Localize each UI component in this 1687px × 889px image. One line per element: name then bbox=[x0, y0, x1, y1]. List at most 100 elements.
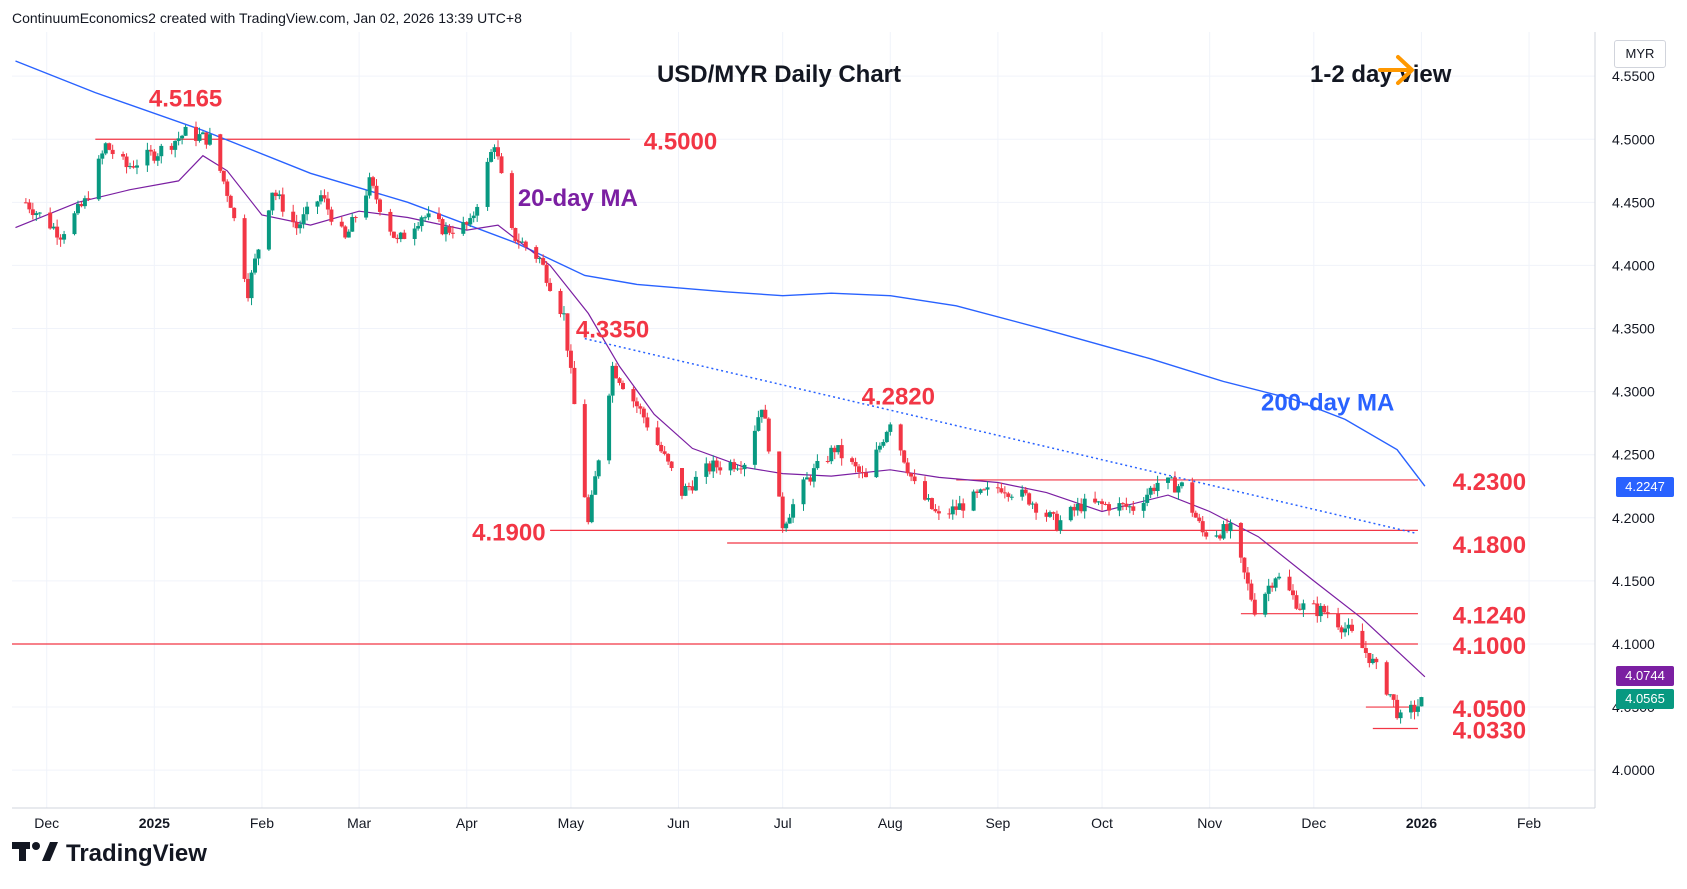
x-tick-label: 2026 bbox=[1406, 815, 1437, 831]
candle-body bbox=[107, 143, 112, 150]
candle-body bbox=[440, 219, 445, 235]
candle-body bbox=[176, 138, 181, 141]
candle-body bbox=[933, 509, 938, 512]
tradingview-logo[interactable]: TradingView bbox=[12, 838, 207, 869]
candle-body bbox=[707, 463, 712, 472]
candle-body bbox=[1079, 503, 1084, 512]
candle-body bbox=[1287, 576, 1292, 591]
candle-body bbox=[1263, 593, 1268, 615]
y-tick-label: 4.2500 bbox=[1612, 447, 1655, 463]
candle-body bbox=[1027, 493, 1032, 505]
chart-attribution: ContinuumEconomics2 created with Trading… bbox=[12, 10, 522, 26]
candle-body bbox=[1277, 576, 1282, 579]
candle-body bbox=[249, 272, 254, 299]
candle-body bbox=[82, 198, 87, 207]
candle-body bbox=[1197, 517, 1202, 522]
candle-body bbox=[1127, 506, 1132, 508]
candle-body bbox=[294, 222, 299, 229]
candle-body bbox=[975, 491, 980, 493]
candle-body bbox=[874, 449, 879, 478]
candle-body bbox=[572, 367, 577, 405]
candle-body bbox=[364, 195, 369, 218]
candle-body bbox=[1395, 699, 1400, 719]
symbol-box[interactable]: MYR bbox=[1614, 40, 1666, 68]
view-label: 1-2 day view bbox=[1310, 61, 1452, 88]
candle-body bbox=[1346, 624, 1351, 629]
candle-body bbox=[218, 134, 223, 171]
candle-body bbox=[426, 213, 431, 218]
candle-body bbox=[412, 228, 417, 239]
candle-body bbox=[346, 231, 351, 238]
y-tick-label: 4.3500 bbox=[1612, 321, 1655, 337]
candle-body bbox=[1100, 501, 1105, 504]
candle-body bbox=[134, 165, 139, 168]
candle-body bbox=[620, 382, 625, 390]
candle-body bbox=[423, 217, 428, 219]
y-tick-label: 4.1000 bbox=[1612, 636, 1655, 652]
candle-body bbox=[34, 213, 39, 216]
candle-body bbox=[468, 218, 473, 225]
candle-body bbox=[79, 204, 84, 207]
candle-body bbox=[391, 231, 396, 238]
candle-body bbox=[1363, 648, 1368, 653]
candle-body bbox=[520, 241, 525, 243]
candle-body bbox=[936, 511, 941, 514]
y-tick-label: 4.1500 bbox=[1612, 573, 1655, 589]
candle-body bbox=[1301, 603, 1306, 610]
candle-body bbox=[929, 498, 934, 510]
candle-body bbox=[367, 177, 372, 196]
candle-body bbox=[1297, 608, 1302, 610]
candle-body bbox=[155, 156, 160, 161]
candle-body bbox=[877, 445, 882, 450]
badge-ma200: 4.2247 bbox=[1616, 476, 1674, 497]
candle-body bbox=[1290, 590, 1295, 596]
candle-body bbox=[301, 214, 306, 225]
candle-body bbox=[1419, 697, 1424, 707]
candle-body bbox=[322, 195, 327, 199]
candle-body bbox=[1096, 501, 1101, 503]
candle-body bbox=[253, 258, 258, 273]
candle-body bbox=[645, 417, 650, 428]
candle-body bbox=[173, 140, 178, 150]
candle-body bbox=[610, 365, 615, 396]
candle-body bbox=[985, 487, 990, 490]
x-tick-label: 2025 bbox=[139, 815, 170, 831]
candle-body bbox=[596, 460, 601, 477]
candle-body bbox=[377, 199, 382, 212]
candle-body bbox=[1200, 521, 1205, 533]
candle-body bbox=[534, 247, 539, 259]
candle-body bbox=[1294, 595, 1299, 609]
candle-body bbox=[416, 226, 421, 229]
level-label: 4.5000 bbox=[644, 128, 717, 155]
candle-body bbox=[634, 401, 639, 407]
candle-body bbox=[128, 166, 133, 168]
candle-body bbox=[398, 232, 403, 240]
candle-body bbox=[325, 198, 330, 210]
candle-body bbox=[780, 496, 785, 529]
candle-body bbox=[1311, 603, 1316, 605]
candle-body bbox=[291, 211, 296, 223]
candle-body bbox=[666, 453, 671, 462]
x-tick-label: Feb bbox=[1517, 815, 1541, 831]
candle-body bbox=[1068, 506, 1073, 521]
candle-body bbox=[978, 489, 983, 493]
candle-body bbox=[589, 494, 594, 523]
candle-body bbox=[509, 173, 514, 229]
candle-body bbox=[808, 477, 813, 482]
candle-body bbox=[1047, 512, 1052, 517]
candle-body bbox=[926, 498, 931, 500]
candle-body bbox=[857, 466, 862, 472]
candle-body bbox=[1370, 658, 1375, 664]
candle-body bbox=[850, 458, 855, 462]
candle-body bbox=[1106, 504, 1111, 511]
candle-body bbox=[881, 441, 886, 446]
candle-body bbox=[197, 134, 202, 141]
candle-body bbox=[353, 217, 358, 219]
candle-body bbox=[1009, 496, 1014, 498]
candle-body bbox=[1148, 487, 1153, 495]
ma20-line bbox=[15, 154, 1426, 678]
annotation-labels: 4.5000 4.2300 4.1900 4.1800 4.1240 4.1000 4.05… bbox=[149, 85, 1526, 744]
candle-body bbox=[704, 463, 709, 477]
candle-body bbox=[1172, 477, 1177, 493]
